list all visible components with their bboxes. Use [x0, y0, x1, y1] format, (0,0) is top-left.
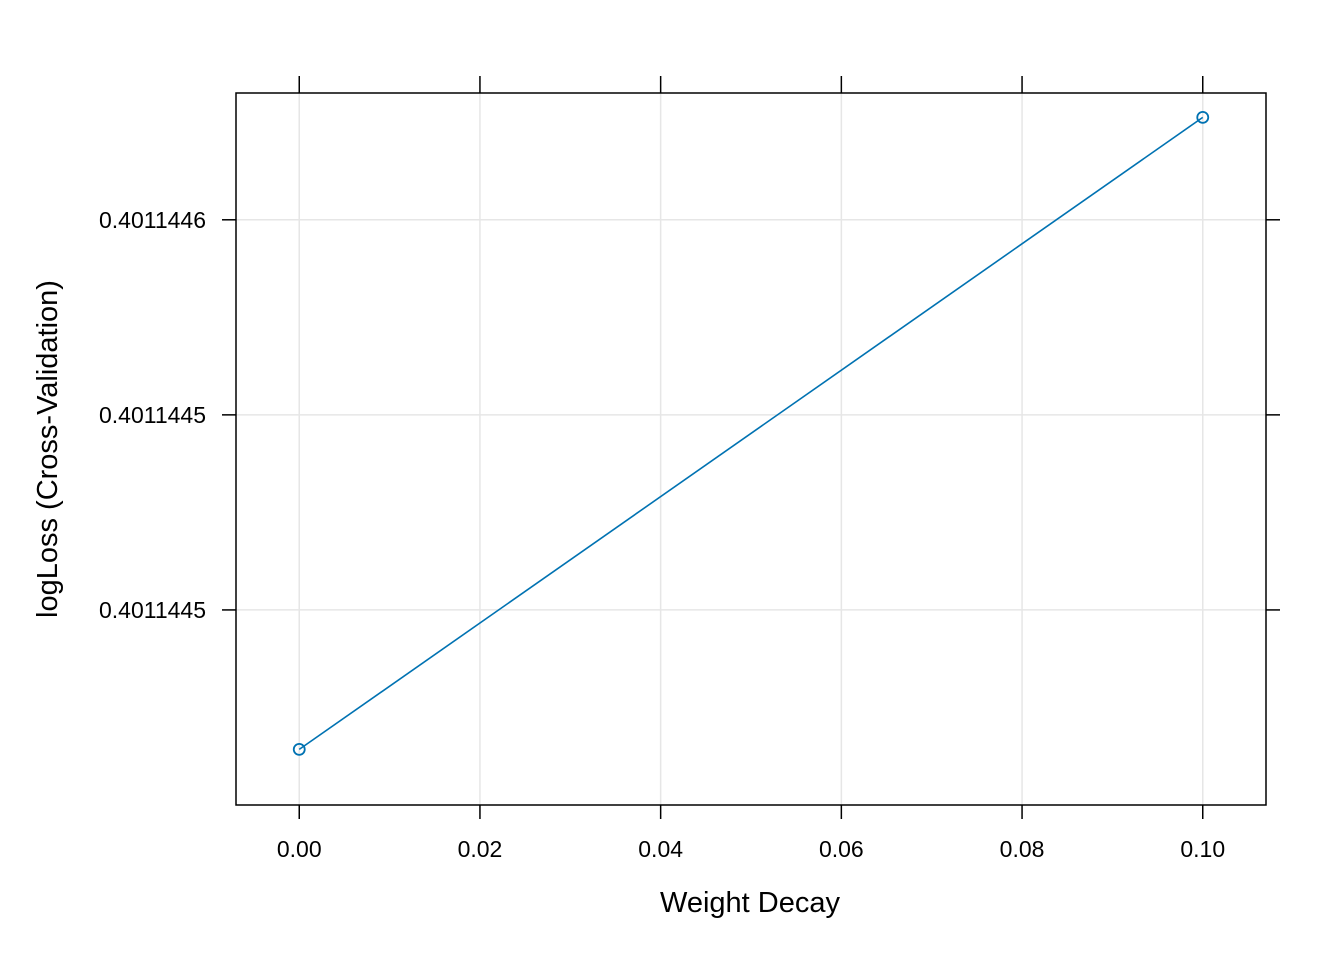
data-point: [292, 743, 306, 756]
x-tick-label: 0.00: [277, 836, 322, 862]
grid-layer: [236, 93, 1266, 805]
y-tick-label: 0.4011445: [99, 597, 206, 623]
x-tick-label: 0.02: [458, 836, 503, 862]
x-tick-label: 0.04: [638, 836, 683, 862]
x-tick-label: 0.06: [819, 836, 864, 862]
series-layer: [292, 110, 1210, 756]
series-line: [298, 116, 1204, 751]
x-tick-label: 0.10: [1180, 836, 1225, 862]
ticks-layer: 0.00 0.02 0.04 0.06 0.08 0.10 0.4011445 0.40114…: [99, 76, 1280, 862]
y-tick-label: 0.4011445: [99, 402, 206, 428]
x-axis-title: Weight Decay: [660, 887, 840, 919]
x-tick-label: 0.08: [1000, 836, 1045, 862]
plot-frame: [235, 92, 1267, 806]
y-tick-label: 0.4011446: [99, 207, 206, 233]
data-point: [1196, 110, 1210, 124]
y-axis-title: logLoss (Cross-Validation): [32, 280, 64, 618]
